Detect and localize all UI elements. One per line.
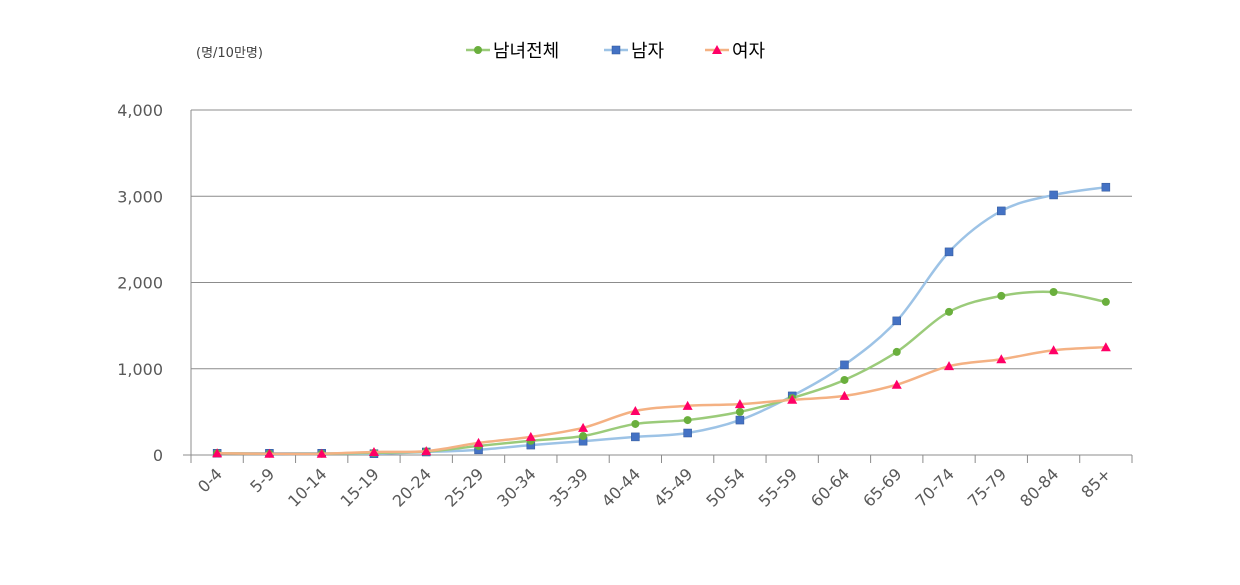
data-point bbox=[735, 407, 744, 416]
data-point bbox=[683, 428, 692, 438]
data-point bbox=[1100, 342, 1111, 352]
data-point bbox=[264, 448, 275, 458]
legend-label: 여자 bbox=[732, 41, 766, 62]
x-tick-label: 35-39 bbox=[546, 464, 592, 510]
data-point bbox=[945, 307, 954, 316]
data-point bbox=[631, 419, 640, 428]
x-tick-label: 50-54 bbox=[702, 464, 748, 510]
data-point bbox=[712, 45, 722, 54]
legend-label: 남녀전체 bbox=[493, 41, 559, 62]
y-tick-label: 0 bbox=[153, 446, 163, 465]
data-point bbox=[473, 437, 484, 447]
x-tick-label: 85+ bbox=[1077, 464, 1114, 501]
data-point bbox=[368, 446, 379, 456]
data-point bbox=[1049, 287, 1058, 296]
legend-item-2: 여자 bbox=[705, 41, 766, 62]
data-point bbox=[611, 45, 621, 55]
data-point bbox=[891, 379, 902, 389]
x-tick-label: 30-34 bbox=[493, 464, 539, 510]
x-tick-label: 10-14 bbox=[284, 464, 330, 510]
unit-label: (명/10만명) bbox=[196, 46, 263, 61]
legend-label: 남자 bbox=[631, 41, 665, 62]
data-point bbox=[683, 416, 692, 425]
y-tick-label: 2,000 bbox=[117, 274, 163, 293]
data-point bbox=[578, 422, 589, 432]
y-tick-label: 1,000 bbox=[117, 360, 163, 379]
series-line bbox=[217, 290, 1107, 456]
data-point bbox=[892, 316, 901, 326]
data-point bbox=[421, 446, 432, 456]
data-point bbox=[787, 394, 798, 404]
data-point bbox=[997, 291, 1006, 300]
x-tick-label: 15-19 bbox=[336, 464, 382, 510]
x-tick-label: 60-64 bbox=[807, 464, 853, 510]
series-line bbox=[217, 185, 1107, 456]
data-point bbox=[840, 360, 849, 370]
legend: 남녀전체 남자 여자 bbox=[466, 41, 766, 62]
data-point bbox=[631, 432, 640, 442]
data-point bbox=[1048, 345, 1059, 355]
series-0 bbox=[213, 287, 1110, 458]
data-point bbox=[944, 361, 955, 371]
data-point bbox=[944, 247, 954, 257]
y-tick-label: 3,000 bbox=[117, 187, 163, 206]
legend-item-0: 남녀전체 bbox=[466, 41, 559, 62]
x-tick-label: 75-79 bbox=[964, 464, 1010, 510]
data-point bbox=[682, 400, 693, 410]
data-point bbox=[1101, 182, 1111, 192]
data-point bbox=[996, 354, 1007, 364]
data-point bbox=[316, 448, 327, 458]
data-point bbox=[892, 347, 901, 356]
x-tick-label: 20-24 bbox=[389, 464, 435, 510]
data-point bbox=[525, 431, 536, 441]
data-point bbox=[840, 375, 849, 384]
x-tick-label: 70-74 bbox=[912, 464, 958, 510]
data-point bbox=[1101, 297, 1110, 306]
x-tick-label: 80-84 bbox=[1016, 464, 1062, 510]
y-tick-label: 4,000 bbox=[117, 101, 163, 120]
series-line bbox=[217, 345, 1106, 456]
data-point bbox=[997, 206, 1006, 216]
x-tick-label: 0-4 bbox=[194, 464, 226, 496]
data-point bbox=[474, 46, 482, 54]
x-tick-label: 40-44 bbox=[598, 464, 644, 510]
series-1 bbox=[212, 182, 1111, 458]
legend-item-1: 남자 bbox=[604, 41, 665, 62]
x-tick-label: 45-49 bbox=[650, 464, 696, 510]
data-point bbox=[579, 432, 588, 441]
series-2 bbox=[212, 342, 1111, 458]
data-point bbox=[212, 448, 223, 458]
data-point bbox=[1049, 190, 1058, 200]
x-tick-label: 5-9 bbox=[246, 464, 278, 496]
data-point bbox=[735, 415, 745, 425]
data-point bbox=[839, 390, 850, 400]
data-point bbox=[630, 406, 641, 416]
x-tick-label: 65-69 bbox=[859, 464, 905, 510]
data-point bbox=[734, 399, 745, 409]
x-tick-label: 25-29 bbox=[441, 464, 487, 510]
x-tick-label: 55-59 bbox=[755, 464, 801, 510]
